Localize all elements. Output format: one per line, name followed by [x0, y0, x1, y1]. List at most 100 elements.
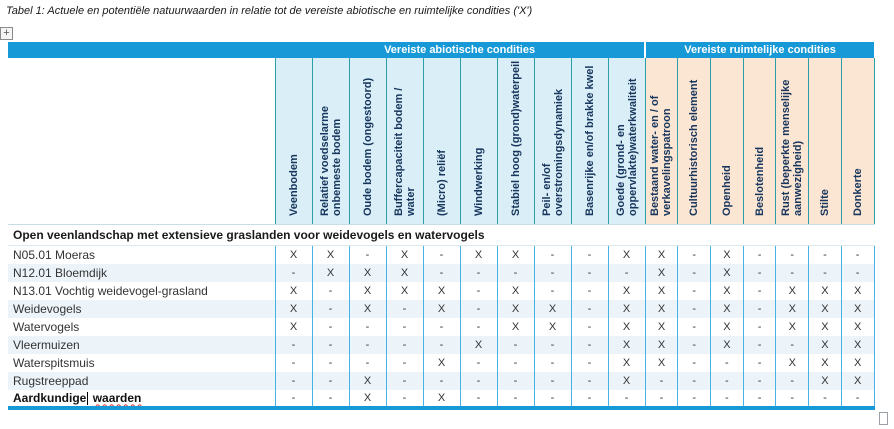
column-header: Cultuurhistorisch element: [677, 58, 711, 225]
matrix-cell: X: [710, 245, 744, 264]
matrix-cell: X: [840, 353, 875, 372]
matrix-cell: X: [644, 299, 678, 318]
matrix-cell: X: [808, 353, 842, 372]
matrix-cell: X: [385, 245, 423, 264]
matrix-cell: -: [607, 389, 646, 408]
matrix-cell: -: [840, 389, 875, 408]
table-row: Vleermuizen - - - - - X - - - X X - X - - X X: [8, 335, 875, 354]
matrix-cell: X: [710, 281, 744, 300]
matrix-cell: -: [742, 371, 776, 390]
matrix-cell: -: [348, 353, 386, 372]
matrix-cell: X: [496, 317, 534, 336]
matrix-cell: -: [533, 371, 571, 390]
matrix-cell: -: [808, 245, 842, 264]
column-header: Stilte: [808, 58, 842, 225]
column-header-label: Peil- en/of overstromingsdynamiek: [540, 88, 565, 216]
section-header-row: Open veenlandschap met extensieve grasla…: [8, 224, 874, 246]
matrix-cell: -: [742, 335, 776, 354]
matrix-cell: X: [775, 317, 809, 336]
matrix-cell: X: [459, 245, 497, 264]
matrix-cell: -: [570, 263, 608, 282]
row-label: Watervogels: [13, 319, 80, 334]
matrix-cell: X: [607, 245, 646, 264]
matrix-cell: -: [742, 317, 776, 336]
matrix-cell: X: [311, 245, 349, 264]
matrix-cell: X: [710, 335, 744, 354]
matrix-cell: -: [459, 281, 497, 300]
row-label: N12.01 Bloemdijk: [13, 265, 108, 280]
column-header-label: Oude bodem (ongestoord): [361, 77, 374, 216]
matrix-cell: -: [385, 299, 423, 318]
matrix-cell: X: [496, 281, 534, 300]
matrix-cell: -: [840, 263, 875, 282]
column-header-label: Cultuurhistorisch element: [688, 79, 701, 216]
column-header: Oude bodem (ongestoord): [348, 58, 386, 225]
matrix-cell: X: [422, 299, 460, 318]
natuurwaarden-table: Vereiste abiotische condities Vereiste r…: [8, 42, 875, 410]
column-header: Peil- en/of overstromingsdynamiek: [533, 58, 571, 225]
group-header-abiotic: Vereiste abiotische condities: [275, 42, 646, 58]
matrix-cell: -: [677, 245, 711, 264]
table-resize-handle[interactable]: [879, 412, 888, 425]
column-header: Bestaand water- en / of verkavelingspatr…: [644, 58, 678, 225]
matrix-cell: -: [644, 389, 678, 408]
matrix-cell: X: [775, 353, 809, 372]
matrix-cell: -: [533, 389, 571, 408]
matrix-cell: X: [274, 245, 312, 264]
matrix-cell: -: [533, 245, 571, 264]
table-move-handle-icon[interactable]: +: [0, 27, 13, 40]
matrix-cell: X: [607, 281, 646, 300]
column-header: Windwerking: [459, 58, 497, 225]
matrix-cell: X: [644, 281, 678, 300]
column-header-label: (Micro) reliëf: [435, 149, 448, 216]
matrix-cell: -: [422, 371, 460, 390]
column-header: Basenrijke en/of brakke kwel: [570, 58, 608, 225]
matrix-cell: X: [775, 299, 809, 318]
matrix-cell: X: [710, 299, 744, 318]
matrix-cell: X: [808, 281, 842, 300]
matrix-cell: -: [677, 353, 711, 372]
matrix-cell: -: [710, 353, 744, 372]
matrix-cell: X: [385, 281, 423, 300]
matrix-cell: -: [533, 263, 571, 282]
matrix-cell: X: [533, 299, 571, 318]
matrix-cell: X: [775, 281, 809, 300]
row-label: N13.01 Vochtig weidevogel-grasland: [13, 283, 208, 298]
column-header: Goede (grond- en oppervlakte)waterkwalit…: [607, 58, 646, 225]
column-header: Veenbodem: [274, 58, 312, 225]
matrix-cell: X: [311, 263, 349, 282]
matrix-cell: -: [677, 281, 711, 300]
matrix-cell: -: [808, 263, 842, 282]
matrix-cell: -: [496, 389, 534, 408]
matrix-cell: -: [570, 317, 608, 336]
matrix-cell: -: [742, 245, 776, 264]
matrix-cell: -: [775, 371, 809, 390]
matrix-cell: -: [311, 317, 349, 336]
matrix-cell: X: [840, 299, 875, 318]
table-row: Waterspitsmuis - - - - X - - - - X X - - - X X X: [8, 353, 875, 372]
matrix-cell: X: [422, 389, 460, 408]
matrix-cell: X: [348, 299, 386, 318]
matrix-cell: -: [677, 299, 711, 318]
matrix-cell: -: [311, 353, 349, 372]
matrix-cell: -: [677, 389, 711, 408]
matrix-cell: -: [311, 335, 349, 354]
matrix-cell: X: [385, 263, 423, 282]
matrix-cell: X: [840, 371, 875, 390]
table-row: N12.01 Bloemdijk - X X X - - - - - - X - X - - - -: [8, 263, 875, 282]
matrix-cell: -: [274, 353, 312, 372]
matrix-cell: -: [742, 281, 776, 300]
matrix-cell: -: [385, 389, 423, 408]
section-header: Open veenlandschap met extensieve grasla…: [8, 224, 874, 246]
matrix-cell: X: [422, 281, 460, 300]
matrix-cell: -: [459, 263, 497, 282]
matrix-cell: X: [348, 371, 386, 390]
matrix-cell: -: [570, 335, 608, 354]
spellcheck-word: waarden: [92, 390, 142, 405]
matrix-cell: -: [607, 263, 646, 282]
matrix-cell: -: [422, 335, 460, 354]
group-header-empty: [8, 42, 275, 58]
matrix-cell: X: [459, 335, 497, 354]
matrix-cell: -: [775, 245, 809, 264]
